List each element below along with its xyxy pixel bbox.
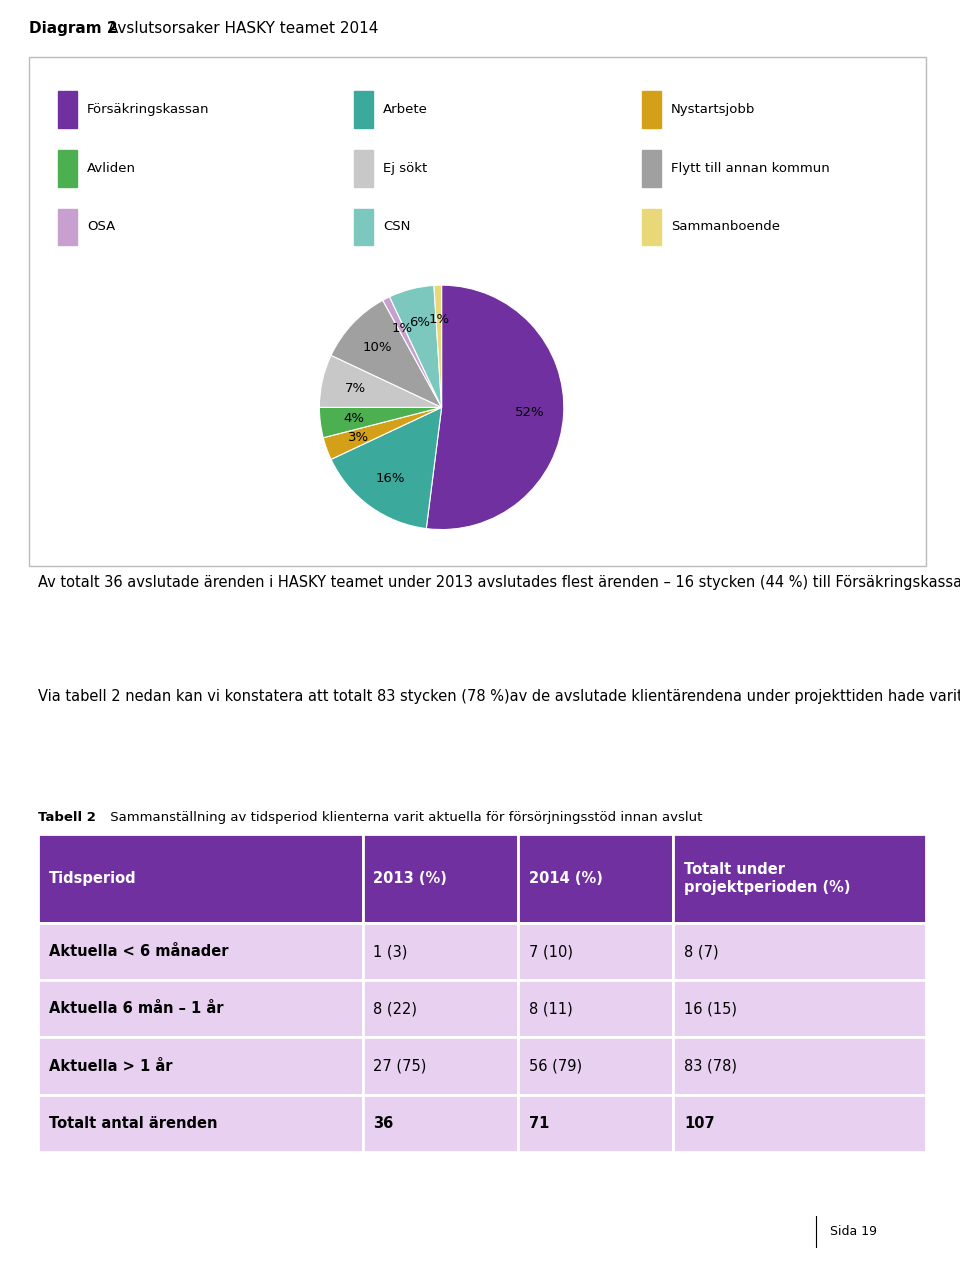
Text: 10%: 10% xyxy=(363,341,393,354)
Text: Arbete: Arbete xyxy=(383,103,428,116)
Text: 56 (79): 56 (79) xyxy=(529,1059,582,1073)
Bar xyxy=(363,980,518,1037)
Bar xyxy=(642,209,660,246)
Text: Avslutsorsaker HASKY teamet 2014: Avslutsorsaker HASKY teamet 2014 xyxy=(103,22,378,36)
Bar xyxy=(58,92,77,129)
Bar xyxy=(58,150,77,187)
Bar xyxy=(38,1037,363,1095)
Text: Försäkringskassan: Försäkringskassan xyxy=(86,103,209,116)
Bar xyxy=(673,980,926,1037)
Text: 16%: 16% xyxy=(375,472,404,485)
Text: 83 (78): 83 (78) xyxy=(684,1059,737,1073)
Text: 2014 (%): 2014 (%) xyxy=(529,871,603,886)
Text: Aktuella < 6 månader: Aktuella < 6 månader xyxy=(49,945,228,959)
Wedge shape xyxy=(434,285,442,407)
Text: 71: 71 xyxy=(529,1116,549,1130)
Text: 1 (3): 1 (3) xyxy=(373,945,408,959)
Text: 1%: 1% xyxy=(428,313,449,326)
Bar xyxy=(518,1037,673,1095)
Text: 7 (10): 7 (10) xyxy=(529,945,572,959)
Text: 8 (7): 8 (7) xyxy=(684,945,719,959)
Wedge shape xyxy=(390,285,442,407)
Text: Tidsperiod: Tidsperiod xyxy=(49,871,136,886)
Wedge shape xyxy=(331,300,442,407)
Bar xyxy=(642,92,660,129)
Bar xyxy=(518,834,673,923)
Wedge shape xyxy=(331,407,442,528)
Text: Sammanställning av tidsperiod klienterna varit aktuella för försörjningsstöd inn: Sammanställning av tidsperiod klienterna… xyxy=(106,811,702,824)
Text: 2013 (%): 2013 (%) xyxy=(373,871,447,886)
Bar xyxy=(38,923,363,980)
Text: Av totalt 36 avslutade ärenden i HASKY teamet under 2013 avslutades flest ärende: Av totalt 36 avslutade ärenden i HASKY t… xyxy=(38,573,960,589)
Bar xyxy=(58,209,77,246)
Text: Avliden: Avliden xyxy=(86,162,135,174)
Wedge shape xyxy=(324,407,442,460)
Text: 16 (15): 16 (15) xyxy=(684,1002,737,1016)
Text: Totalt under
projektperioden (%): Totalt under projektperioden (%) xyxy=(684,862,851,895)
Text: 36: 36 xyxy=(373,1116,394,1130)
Text: 27 (75): 27 (75) xyxy=(373,1059,426,1073)
Text: 6%: 6% xyxy=(409,316,430,328)
Text: Totalt antal ärenden: Totalt antal ärenden xyxy=(49,1116,218,1130)
Bar xyxy=(38,1095,363,1152)
Text: CSN: CSN xyxy=(383,220,411,233)
Bar xyxy=(354,92,372,129)
Bar xyxy=(673,1037,926,1095)
Bar xyxy=(642,150,660,187)
Wedge shape xyxy=(426,285,564,530)
Text: Sida 19: Sida 19 xyxy=(830,1225,877,1239)
Bar xyxy=(38,834,363,923)
Text: 52%: 52% xyxy=(515,406,544,419)
Text: Nystartsjobb: Nystartsjobb xyxy=(671,103,756,116)
Bar xyxy=(673,1095,926,1152)
Bar xyxy=(518,1095,673,1152)
Wedge shape xyxy=(320,355,442,407)
Bar xyxy=(363,1095,518,1152)
Text: OSA: OSA xyxy=(86,220,115,233)
Bar xyxy=(673,923,926,980)
Wedge shape xyxy=(383,297,442,407)
Bar xyxy=(363,1037,518,1095)
Text: Aktuella > 1 år: Aktuella > 1 år xyxy=(49,1059,173,1073)
Text: Aktuella 6 mån – 1 år: Aktuella 6 mån – 1 år xyxy=(49,1002,224,1016)
Bar xyxy=(518,923,673,980)
Bar xyxy=(38,980,363,1037)
Text: Via tabell 2 nedan kan vi konstatera att totalt 83 stycken (78 %)av de avslutade: Via tabell 2 nedan kan vi konstatera att… xyxy=(38,687,960,704)
Text: 8 (22): 8 (22) xyxy=(373,1002,418,1016)
Bar xyxy=(363,923,518,980)
Text: Sammanboende: Sammanboende xyxy=(671,220,780,233)
Bar xyxy=(673,834,926,923)
Wedge shape xyxy=(320,407,442,438)
Text: 107: 107 xyxy=(684,1116,714,1130)
Bar xyxy=(518,980,673,1037)
Text: Tabell 2: Tabell 2 xyxy=(38,811,96,824)
Bar xyxy=(354,209,372,246)
Bar xyxy=(363,834,518,923)
Text: Diagram 2: Diagram 2 xyxy=(29,22,117,36)
Bar xyxy=(354,150,372,187)
Text: 7%: 7% xyxy=(346,382,367,395)
Text: 1%: 1% xyxy=(391,322,412,336)
Text: 4%: 4% xyxy=(344,412,365,425)
Text: Ej sökt: Ej sökt xyxy=(383,162,427,174)
Text: 3%: 3% xyxy=(348,430,370,444)
Text: 8 (11): 8 (11) xyxy=(529,1002,572,1016)
Text: Flytt till annan kommun: Flytt till annan kommun xyxy=(671,162,829,174)
